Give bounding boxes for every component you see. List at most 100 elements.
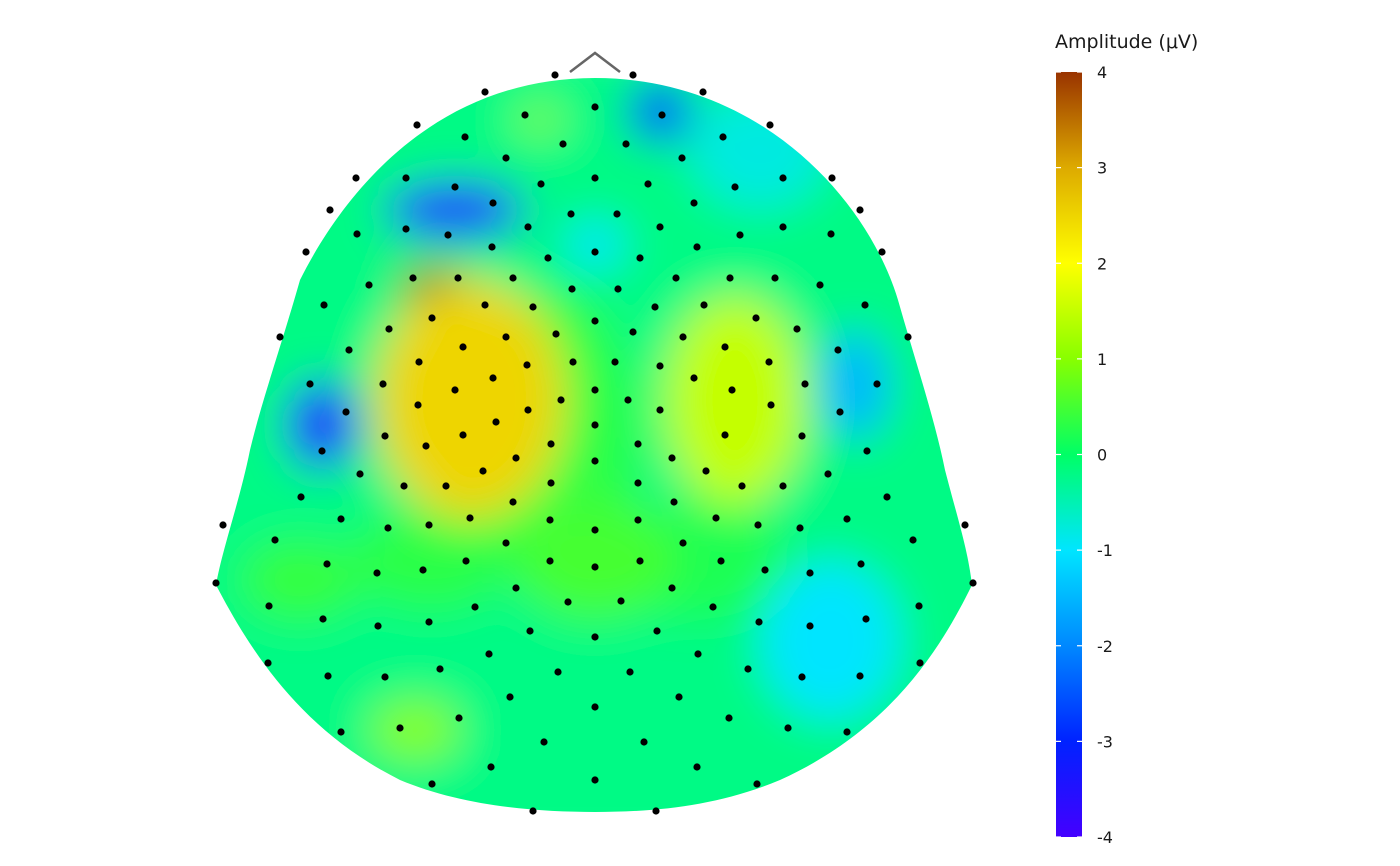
electrode-dot <box>591 563 599 571</box>
electrode-dot <box>904 333 912 341</box>
electrode-dot <box>622 140 630 148</box>
electrode-dot <box>551 71 559 79</box>
electrode-dot <box>856 672 864 680</box>
electrode-dot <box>672 274 680 282</box>
electrode-dot <box>806 569 814 577</box>
electrode-dot <box>798 673 806 681</box>
legend-title: Amplitude (μV) <box>1055 31 1198 53</box>
colorbar-ticks: 4 3 2 1 0 -1 -2 -3 -4 <box>1056 63 1113 847</box>
electrode-dot <box>836 408 844 416</box>
electrode-dot <box>409 274 417 282</box>
colorbar-tick-label: -3 <box>1097 732 1113 751</box>
electrode-dot <box>544 254 552 262</box>
electrode-dot <box>771 274 779 282</box>
electrode-dot <box>624 396 632 404</box>
electrode-dot <box>738 482 746 490</box>
colorbar-tick-label: -1 <box>1097 541 1113 560</box>
electrode-dot <box>396 724 404 732</box>
electrode-dot <box>523 361 531 369</box>
electrode-dot <box>591 703 599 711</box>
electrode-dot <box>271 536 279 544</box>
electrode-dot <box>679 333 687 341</box>
electrode-dot <box>909 536 917 544</box>
electrode-dot <box>320 301 328 309</box>
electrode-dot <box>567 210 575 218</box>
electrode-dot <box>806 622 814 630</box>
electrode-dot <box>613 210 621 218</box>
electrode-dot <box>425 618 433 626</box>
electrode-dot <box>529 303 537 311</box>
electrode-dot <box>381 673 389 681</box>
electrode-dot <box>276 333 284 341</box>
electrode-dot <box>766 121 774 129</box>
electrode-dot <box>656 223 664 231</box>
electrode-dot <box>414 401 422 409</box>
electrode-dot <box>509 274 517 282</box>
electrode-dot <box>591 526 599 534</box>
electrode-dot <box>324 672 332 680</box>
scalp-context-field <box>240 540 360 620</box>
amplitude-region-frontopolar-right <box>630 82 690 142</box>
electrode-dot <box>509 498 517 506</box>
electrode-dot <box>319 615 327 623</box>
electrode-dot <box>644 180 652 188</box>
electrode-dot <box>337 728 345 736</box>
electrode-dot <box>725 714 733 722</box>
electrode-dot <box>721 343 729 351</box>
electrode-layer <box>212 71 977 815</box>
electrode-dot <box>816 281 824 289</box>
electrode-dot <box>690 199 698 207</box>
electrode-dot <box>861 301 869 309</box>
electrode-dot <box>373 569 381 577</box>
electrode-dot <box>656 406 664 414</box>
electrode-dot <box>353 230 361 238</box>
electrode-dot <box>442 482 450 490</box>
electrode-dot <box>765 358 773 366</box>
electrode-dot <box>402 225 410 233</box>
electrode-dot <box>693 763 701 771</box>
scalp-context-field <box>690 90 830 210</box>
electrode-dot <box>726 274 734 282</box>
electrode-dot <box>337 515 345 523</box>
electrode-dot <box>318 447 326 455</box>
electrode-dot <box>843 515 851 523</box>
electrode-dot <box>617 597 625 605</box>
electrode-dot <box>728 386 736 394</box>
electrode-dot <box>712 514 720 522</box>
electrode-dot <box>546 557 554 565</box>
electrode-dot <box>744 665 752 673</box>
electrode-dot <box>379 380 387 388</box>
electrode-dot <box>591 776 599 784</box>
electrode-dot <box>690 374 698 382</box>
electrode-dot <box>779 174 787 182</box>
electrode-dot <box>488 243 496 251</box>
colorbar-tick-label: 0 <box>1097 446 1107 465</box>
colorbar-tick-label: -2 <box>1097 637 1113 656</box>
electrode-dot <box>352 174 360 182</box>
electrode-dot <box>793 325 801 333</box>
electrode-dot <box>679 539 687 547</box>
nose-marker <box>569 51 621 73</box>
scalp-map <box>216 78 972 812</box>
electrode-dot <box>863 447 871 455</box>
amplitude-region-left-occipital <box>370 700 460 760</box>
electrode-dot <box>693 243 701 251</box>
electrode-dot <box>547 479 555 487</box>
electrode-dot <box>779 223 787 231</box>
colorbar-tick-label: 2 <box>1097 254 1107 273</box>
electrode-dot <box>356 470 364 478</box>
electrode-dot <box>591 248 599 256</box>
electrode-dot <box>502 333 510 341</box>
electrode-dot <box>636 557 644 565</box>
electrode-dot <box>699 88 707 96</box>
electrode-dot <box>471 603 479 611</box>
electrode-dot <box>591 633 599 641</box>
electrode-dot <box>969 579 977 587</box>
electrode-dot <box>212 579 220 587</box>
electrode-dot <box>651 303 659 311</box>
electrode-dot <box>428 314 436 322</box>
electrode-dot <box>297 493 305 501</box>
electrode-dot <box>717 557 725 565</box>
electrode-dot <box>796 524 804 532</box>
electrode-dot <box>459 431 467 439</box>
